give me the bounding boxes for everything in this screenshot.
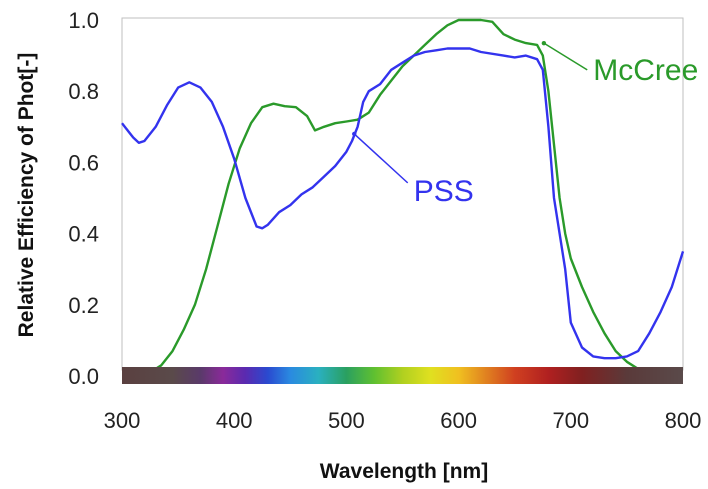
y-tick-label: 0.4 (68, 222, 99, 247)
y-axis-title: Relative Efficiency of Phot[-] (15, 53, 38, 338)
y-tick-label: 0.6 (68, 150, 99, 175)
x-tick-label: 500 (328, 408, 365, 433)
annotation-arrowhead (352, 131, 357, 137)
x-tick-label: 700 (552, 408, 589, 433)
y-tick-label: 1.0 (68, 8, 99, 33)
x-tick-label: 400 (216, 408, 253, 433)
x-tick-label: 800 (665, 408, 702, 433)
y-tick-label: 0.8 (68, 79, 99, 104)
y-axis-ticks: 0.0 0.2 0.4 0.6 0.8 1.0 (68, 8, 99, 389)
x-axis-title: Wavelength [nm] (320, 460, 488, 483)
x-axis-ticks: 300 400 500 600 700 800 (104, 408, 702, 433)
spectrum-color-bar (122, 367, 683, 384)
annotation-pointer (353, 133, 409, 184)
annotation-label-pss: PSS (414, 175, 474, 208)
y-tick-label: 0.2 (68, 293, 99, 318)
annotation-label-mccree: McCree (593, 54, 698, 87)
plot-area (121, 17, 684, 371)
annotations: McCree PSS (352, 40, 698, 208)
series-line-pss (121, 47, 685, 360)
x-tick-label: 600 (440, 408, 477, 433)
y-tick-label: 0.0 (68, 364, 99, 389)
annotation-pointer (543, 42, 588, 71)
annotation-arrowhead (541, 40, 547, 46)
x-tick-label: 300 (104, 408, 141, 433)
